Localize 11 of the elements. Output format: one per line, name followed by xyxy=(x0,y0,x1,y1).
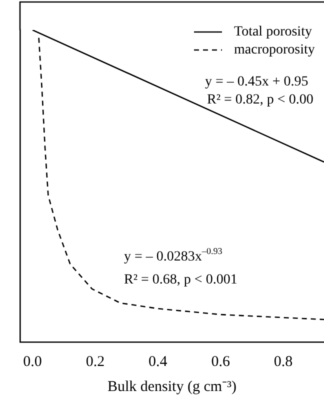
x-tick-label: 0.0 xyxy=(23,354,42,370)
annotation: R² = 0.82, p < 0.00 xyxy=(207,92,314,108)
x-tick-label: 0.4 xyxy=(148,354,168,370)
x-axis-title: Bulk density (g cm⁻³) xyxy=(107,378,237,395)
annotation: R² = 0.68, p < 0.001 xyxy=(124,272,238,288)
x-tick-label: 0.8 xyxy=(274,354,293,370)
x-tick-label: 0.6 xyxy=(211,354,230,370)
legend-label: macroporosity xyxy=(234,42,315,58)
legend-label: Total porosity xyxy=(234,24,312,40)
x-tick-label: 0.2 xyxy=(86,354,105,370)
annotation: y = – 0.45x + 0.95 xyxy=(205,74,308,90)
